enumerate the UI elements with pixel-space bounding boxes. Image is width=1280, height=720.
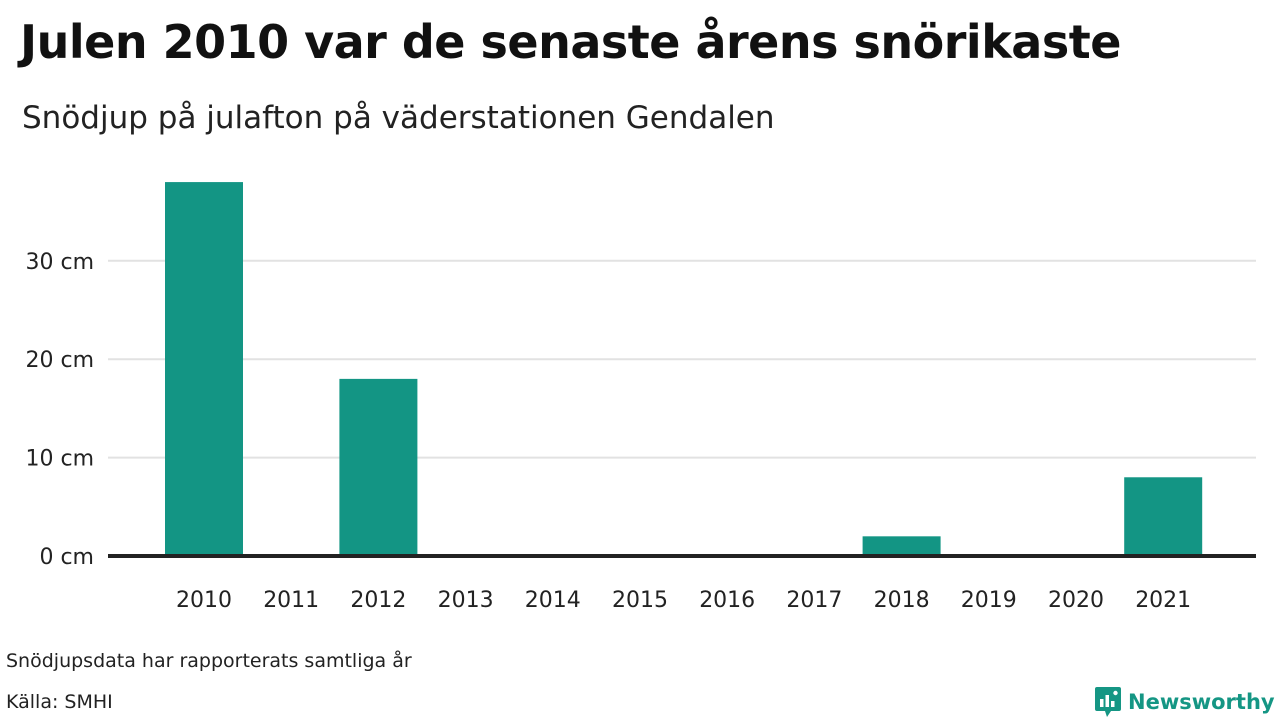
x-tick-label: 2014 xyxy=(525,588,581,613)
y-tick-label: 20 cm xyxy=(25,348,94,373)
x-tick-label: 2016 xyxy=(699,588,755,613)
y-tick-label: 10 cm xyxy=(25,447,94,472)
brand-logo: Newsworthy xyxy=(1094,686,1275,718)
x-tick-label: 2018 xyxy=(874,588,930,613)
x-tick-label: 2011 xyxy=(263,588,319,613)
x-tick-label: 2010 xyxy=(176,588,232,613)
y-tick-label: 30 cm xyxy=(25,250,94,275)
chart-title: Julen 2010 var de senaste årens snörikas… xyxy=(20,15,1121,69)
brand-name: Newsworthy xyxy=(1128,690,1275,714)
x-tick-label: 2017 xyxy=(786,588,842,613)
x-tick-label: 2019 xyxy=(961,588,1017,613)
bar-2010 xyxy=(165,182,243,556)
gridlines xyxy=(108,259,1256,459)
y-tick-label: 0 cm xyxy=(39,545,94,570)
chart-subtitle: Snödjup på julafton på väderstationen Ge… xyxy=(22,100,775,136)
x-tick-label: 2021 xyxy=(1135,588,1191,613)
x-axis-labels: 2010 2011 2012 2013 2014 2015 2016 2017 2018 2019… xyxy=(176,588,1191,613)
y-axis-labels: 0 cm 10 cm 20 cm 30 cm xyxy=(25,250,94,570)
footnote: Snödjupsdata har rapporterats samtliga å… xyxy=(6,650,412,672)
x-tick-label: 2015 xyxy=(612,588,668,613)
source-note: Källa: SMHI xyxy=(6,691,113,713)
bar-chart: 0 cm 10 cm 20 cm 30 cm 2010 2011 2012 2013 2014… xyxy=(25,182,1256,613)
bars xyxy=(165,182,1203,556)
x-tick-label: 2013 xyxy=(438,588,494,613)
newsworthy-logo-icon xyxy=(1095,687,1121,717)
bar-2021 xyxy=(1124,477,1203,556)
x-tick-label: 2020 xyxy=(1048,588,1104,613)
bar-2018 xyxy=(862,536,941,556)
bar-2012 xyxy=(339,378,418,556)
x-tick-label: 2012 xyxy=(350,588,406,613)
